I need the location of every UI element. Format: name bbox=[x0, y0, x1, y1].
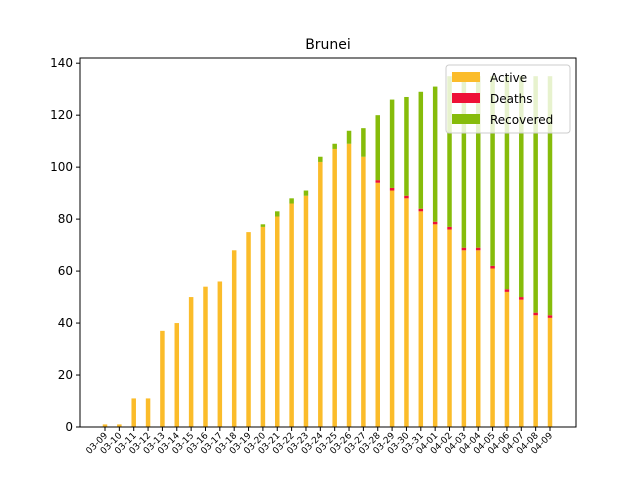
y-tick-label: 80 bbox=[58, 212, 73, 226]
y-tick-label: 120 bbox=[50, 108, 73, 122]
bar-recovered-03-22 bbox=[289, 198, 294, 204]
bar-deaths-04-04 bbox=[475, 247, 481, 251]
bar-active-03-29 bbox=[389, 190, 395, 427]
bar-deaths-03-28 bbox=[375, 180, 380, 183]
bar-deaths-04-05 bbox=[490, 265, 495, 269]
bar-active-03-14 bbox=[174, 323, 180, 427]
bar-deaths-04-02 bbox=[447, 226, 452, 230]
bar-recovered-03-29 bbox=[389, 99, 395, 188]
bar-deaths-03-30 bbox=[404, 195, 409, 199]
bar-recovered-03-27 bbox=[361, 128, 366, 157]
legend-label-recovered: Recovered bbox=[490, 113, 553, 127]
bar-recovered-04-06 bbox=[504, 76, 510, 290]
bar-recovered-04-01 bbox=[432, 86, 438, 222]
bar-recovered-03-21 bbox=[275, 211, 280, 217]
bar-active-03-17 bbox=[217, 281, 223, 427]
bar-active-04-07 bbox=[519, 299, 524, 427]
bar-recovered-04-03 bbox=[461, 76, 467, 248]
bar-active-03-10 bbox=[117, 424, 122, 427]
bar-recovered-04-02 bbox=[447, 76, 452, 227]
bar-active-04-06 bbox=[504, 291, 510, 427]
bar-deaths-04-01 bbox=[432, 221, 438, 225]
bar-active-03-25 bbox=[332, 148, 337, 428]
bar-deaths-04-09 bbox=[547, 315, 553, 318]
bar-recovered-03-20 bbox=[260, 224, 266, 227]
bar-active-04-08 bbox=[533, 315, 538, 427]
legend-swatch-recovered bbox=[452, 114, 480, 124]
bar-deaths-04-08 bbox=[533, 312, 538, 316]
bar-active-03-24 bbox=[318, 161, 323, 427]
bar-recovered-03-30 bbox=[404, 96, 409, 196]
bar-active-03-30 bbox=[404, 198, 409, 427]
bar-recovered-04-08 bbox=[533, 76, 538, 313]
y-tick-label: 100 bbox=[50, 160, 73, 174]
legend: Active Deaths Recovered bbox=[445, 64, 571, 134]
y-tick-label: 40 bbox=[58, 316, 73, 330]
bar-active-03-31 bbox=[418, 211, 424, 427]
bar-deaths-04-07 bbox=[519, 297, 524, 300]
legend-swatch-active bbox=[452, 72, 480, 82]
bar-recovered-04-05 bbox=[490, 76, 495, 266]
bar-active-04-04 bbox=[475, 250, 481, 427]
bar-recovered-03-28 bbox=[375, 115, 380, 181]
bar-active-03-26 bbox=[346, 143, 352, 427]
legend-swatch-deaths bbox=[452, 93, 480, 103]
bar-recovered-04-04 bbox=[475, 76, 481, 248]
bar-recovered-03-26 bbox=[346, 130, 352, 144]
bar-active-03-20 bbox=[260, 226, 266, 427]
bar-active-03-22 bbox=[289, 203, 294, 427]
bar-active-03-19 bbox=[246, 232, 251, 427]
legend-label-deaths: Deaths bbox=[490, 92, 533, 106]
bar-recovered-03-25 bbox=[332, 143, 337, 149]
y-axis: 0 20 40 60 80 100 120 140 bbox=[50, 56, 80, 434]
bar-active-03-18 bbox=[231, 250, 237, 427]
bar-recovered-04-07 bbox=[519, 76, 524, 298]
bar-recovered-04-09 bbox=[547, 76, 553, 316]
bar-active-04-02 bbox=[447, 229, 452, 427]
bar-active-03-11 bbox=[131, 398, 136, 427]
bar-active-03-23 bbox=[303, 195, 309, 427]
bar-deaths-04-03 bbox=[461, 247, 467, 251]
bar-deaths-03-29 bbox=[389, 187, 395, 191]
bars-layer bbox=[102, 76, 553, 428]
bar-active-03-21 bbox=[275, 216, 280, 427]
bar-active-03-27 bbox=[361, 156, 366, 428]
bar-active-04-03 bbox=[461, 250, 467, 427]
bar-active-04-01 bbox=[432, 224, 438, 427]
bar-active-03-12 bbox=[145, 398, 151, 427]
chart-title: Brunei bbox=[305, 37, 351, 53]
y-tick-label: 0 bbox=[65, 420, 73, 434]
bar-recovered-03-31 bbox=[418, 91, 424, 209]
bar-deaths-03-31 bbox=[418, 208, 424, 212]
plot-frame bbox=[79, 57, 577, 428]
bar-active-03-28 bbox=[375, 182, 380, 427]
bar-active-04-09 bbox=[547, 317, 553, 427]
bar-recovered-03-24 bbox=[318, 156, 323, 162]
bar-deaths-04-06 bbox=[504, 289, 510, 292]
bar-active-03-09 bbox=[102, 424, 108, 427]
y-tick-label: 20 bbox=[58, 368, 73, 382]
y-tick-label: 60 bbox=[58, 264, 73, 278]
y-tick-label: 140 bbox=[50, 56, 73, 70]
bar-active-03-16 bbox=[203, 286, 208, 427]
bar-active-04-05 bbox=[490, 268, 495, 427]
bar-active-03-13 bbox=[160, 330, 165, 427]
legend-label-active: Active bbox=[490, 71, 527, 85]
bar-recovered-03-23 bbox=[303, 190, 309, 196]
bar-active-03-15 bbox=[188, 297, 194, 427]
